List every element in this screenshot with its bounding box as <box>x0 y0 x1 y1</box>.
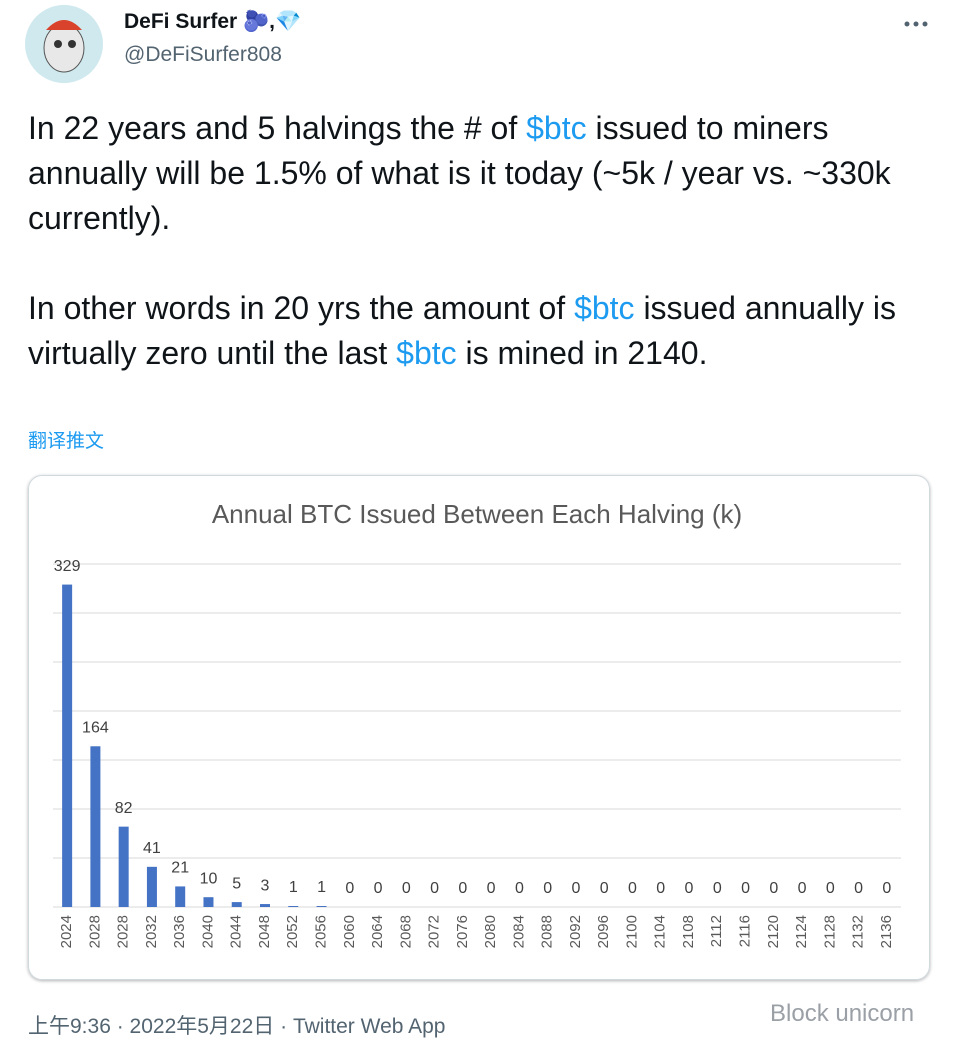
x-tick-label: 2028 <box>86 915 103 948</box>
cashtag[interactable]: $btc <box>574 290 635 326</box>
more-menu[interactable] <box>900 14 932 34</box>
x-tick-label: 2120 <box>765 915 782 948</box>
x-tick-label: 2124 <box>793 915 810 948</box>
paragraph: In 22 years and 5 halvings the # of $btc… <box>28 106 933 241</box>
data-label: 329 <box>54 558 81 575</box>
text: In 22 years and 5 halvings the # of <box>28 110 527 146</box>
text: issued annually is virtually zero until … <box>28 290 897 371</box>
cashtag[interactable]: $btc <box>396 335 457 371</box>
data-label: 0 <box>402 880 411 897</box>
x-tick-label: 2100 <box>623 915 640 948</box>
text: In other words in 20 yrs the amount of <box>28 290 575 326</box>
x-tick-label: 2068 <box>397 915 414 948</box>
x-tick-label: 2096 <box>595 915 612 948</box>
x-tick-label: 2092 <box>567 915 584 948</box>
x-tick-label: 2108 <box>680 915 697 948</box>
x-tick-label: 2048 <box>256 915 273 948</box>
chart: Annual BTC Issued Between Each Halving (… <box>53 499 901 948</box>
bar <box>231 902 242 907</box>
bar <box>146 866 157 907</box>
bar <box>90 746 101 907</box>
x-tick-label: 2080 <box>482 915 499 948</box>
cashtag[interactable]: $btc <box>526 110 587 146</box>
data-label: 0 <box>685 880 694 897</box>
data-label: 0 <box>458 880 467 897</box>
translate-link[interactable]: 翻译推文 <box>28 431 105 452</box>
x-tick-label: 2064 <box>369 915 386 948</box>
x-tick-label: 2056 <box>313 915 330 948</box>
data-label: 1 <box>289 879 298 896</box>
data-label: 21 <box>171 860 189 877</box>
x-tick-label: 2044 <box>228 915 245 948</box>
bar <box>203 897 214 907</box>
data-label: 5 <box>232 875 241 892</box>
x-tick-label: 2104 <box>652 915 669 948</box>
data-label: 0 <box>769 880 778 897</box>
data-label: 164 <box>82 719 109 736</box>
data-label: 0 <box>430 880 439 897</box>
x-tick-label: 2028 <box>115 915 132 948</box>
timestamp[interactable]: 上午9:36 · 2022年5月22日 · Twitter Web App <box>28 1015 446 1038</box>
data-label: 0 <box>374 880 383 897</box>
data-label: 0 <box>854 880 863 897</box>
paragraph: In other words in 20 yrs the amount of $… <box>28 286 933 376</box>
x-tick-label: 2116 <box>737 915 754 947</box>
data-label: 0 <box>600 880 609 897</box>
text: is mined in 2140. <box>456 335 708 371</box>
data-label: 0 <box>826 880 835 897</box>
avatar[interactable] <box>24 4 104 84</box>
bar <box>175 886 186 907</box>
data-label: 0 <box>713 880 722 897</box>
x-tick-label: 2084 <box>510 915 527 948</box>
data-label: 10 <box>200 870 218 887</box>
data-label: 0 <box>741 880 750 897</box>
author-handle[interactable]: @DeFiSurfer808 <box>124 43 282 66</box>
x-tick-label: 2088 <box>539 915 556 948</box>
data-label: 0 <box>656 880 665 897</box>
x-tick-label: 2024 <box>58 915 75 948</box>
bar <box>316 906 327 907</box>
x-tick-label: 2040 <box>199 915 216 948</box>
x-tick-label: 2052 <box>284 915 301 948</box>
text: issued to miners annually will be 1.5% o… <box>28 110 891 236</box>
bar <box>118 826 129 907</box>
x-tick-label: 2136 <box>878 915 895 948</box>
data-label: 0 <box>882 880 891 897</box>
x-tick-label: 2036 <box>171 915 188 948</box>
tweet-image[interactable]: Annual BTC Issued Between Each Halving (… <box>28 475 930 980</box>
tweet-text: In 22 years and 5 halvings the # of $btc… <box>28 106 933 421</box>
author-name[interactable]: DeFi Surfer 🫐,💎 <box>124 10 302 33</box>
watermark: Block unicorn <box>770 1000 915 1027</box>
data-label: 82 <box>115 800 133 817</box>
bar <box>288 906 299 907</box>
bar <box>260 904 270 907</box>
data-label: 0 <box>487 880 496 897</box>
x-tick-label: 2112 <box>708 915 725 947</box>
data-label: 0 <box>798 880 807 897</box>
data-label: 41 <box>143 840 161 857</box>
bar <box>62 584 73 907</box>
x-tick-label: 2060 <box>341 915 358 948</box>
x-tick-label: 2032 <box>143 915 160 948</box>
data-label: 0 <box>628 880 637 897</box>
data-label: 0 <box>515 880 524 897</box>
data-label: 0 <box>543 880 552 897</box>
data-label: 0 <box>345 880 354 897</box>
x-tick-label: 2132 <box>850 915 867 948</box>
data-label: 0 <box>571 880 580 897</box>
data-label: 1 <box>317 879 326 896</box>
data-label: 3 <box>261 877 270 894</box>
x-tick-label: 2076 <box>454 915 471 948</box>
chart-title: Annual BTC Issued Between Each Halving (… <box>212 499 742 529</box>
x-tick-label: 2128 <box>821 915 838 948</box>
x-tick-label: 2072 <box>426 915 443 948</box>
